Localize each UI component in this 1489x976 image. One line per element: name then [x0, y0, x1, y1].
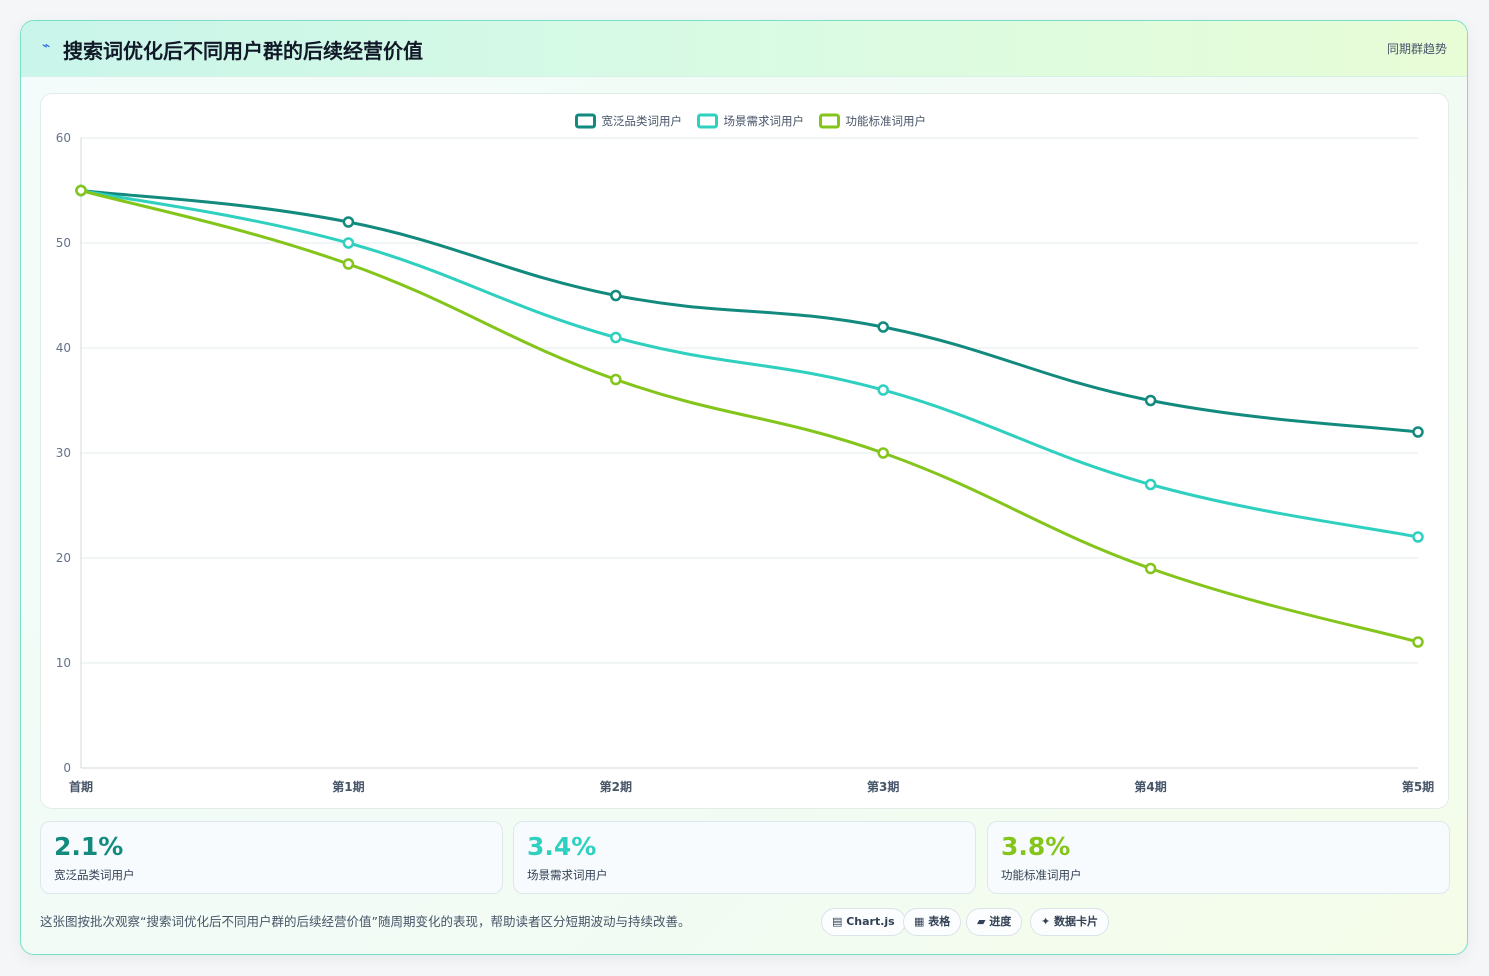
chart-card: ⌁ 搜索词优化后不同用户群的后续经营价值 同期群趋势 0 10 20 30 40 50 60…: [20, 20, 1468, 955]
x-tick-label: 第5期: [1402, 779, 1434, 794]
stat-label: 宽泛品类词用户: [54, 868, 135, 882]
card-header: ⌁ 搜索词优化后不同用户群的后续经营价值 同期群趋势: [21, 21, 1467, 77]
y-tick-label: 40: [56, 341, 71, 355]
data-point: [877, 321, 889, 333]
data-point: [75, 184, 87, 197]
y-tick-label: 0: [63, 761, 71, 775]
y-tick-label: 10: [56, 656, 71, 670]
stat-card-broad: 2.1% 宽泛品类词用户: [40, 821, 503, 894]
data-point: [1412, 531, 1424, 543]
legend-label: 宽泛品类词用户: [602, 114, 683, 128]
bolt-icon: ⌁: [42, 38, 51, 54]
data-point: [610, 373, 622, 386]
data-point: [342, 258, 355, 270]
header-tag: 同期群趋势: [1386, 42, 1447, 56]
chip-data-card[interactable]: ✦ 数据卡片: [1030, 908, 1110, 936]
series-line: [80, 189, 1419, 644]
data-point: [342, 216, 355, 228]
stat-label: 场景需求词用户: [527, 868, 608, 882]
data-point: [342, 237, 355, 249]
data-point: [877, 384, 889, 396]
legend-swatch: [819, 113, 840, 129]
stat-card-scene: 3.4% 场景需求词用户: [513, 821, 976, 894]
y-tick-label: 50: [56, 236, 71, 250]
x-tick-label: 第1期: [332, 779, 364, 794]
chip-progress[interactable]: ▰ 进度: [966, 908, 1023, 936]
data-point: [1412, 636, 1424, 648]
legend-swatch: [575, 113, 596, 129]
line-chart: 0 10 20 30 40 50 60 首期 第1期 第2期 第3期 第4期 第5期 宽泛品类词用户 场景需…: [56, 113, 1434, 794]
x-tick-label: 首期: [69, 779, 93, 794]
data-point: [610, 289, 622, 302]
legend-label: 功能标准词用户: [846, 114, 927, 128]
x-tick-label: 第4期: [1134, 779, 1166, 794]
stat-label: 功能标准词用户: [1001, 868, 1082, 882]
stat-value: 3.4%: [527, 832, 597, 861]
data-point: [1144, 394, 1157, 407]
y-tick-label: 60: [56, 131, 71, 145]
data-point: [1144, 478, 1157, 491]
data-point: [610, 331, 622, 344]
x-tick-label: 第2期: [600, 779, 632, 794]
stat-card-function: 3.8% 功能标准词用户: [987, 821, 1450, 894]
legend-swatch: [697, 113, 718, 129]
x-tick-label: 第3期: [867, 779, 899, 794]
chip-table[interactable]: ▦ 表格: [903, 908, 962, 936]
series-line: [80, 189, 1419, 539]
data-point: [1412, 426, 1424, 438]
legend-label: 场景需求词用户: [724, 114, 805, 128]
chart-panel: 0 10 20 30 40 50 60 首期 第1期 第2期 第3期 第4期 第5期 宽泛品类词用户 场景需…: [40, 93, 1449, 809]
chip-chartjs[interactable]: ▤ Chart.js: [821, 908, 906, 936]
data-point: [1144, 562, 1157, 575]
data-point: [877, 447, 889, 459]
stat-value: 2.1%: [54, 832, 124, 861]
chart-note: 这张图按批次观察“搜索词优化后不同用户群的后续经营价值”随周期变化的表现，帮助读…: [40, 914, 691, 929]
chart-title: 搜索词优化后不同用户群的后续经营价值: [63, 39, 423, 63]
series-line: [80, 189, 1419, 434]
y-tick-label: 20: [56, 551, 71, 565]
y-tick-label: 30: [56, 446, 71, 460]
stat-value: 3.8%: [1001, 832, 1071, 861]
